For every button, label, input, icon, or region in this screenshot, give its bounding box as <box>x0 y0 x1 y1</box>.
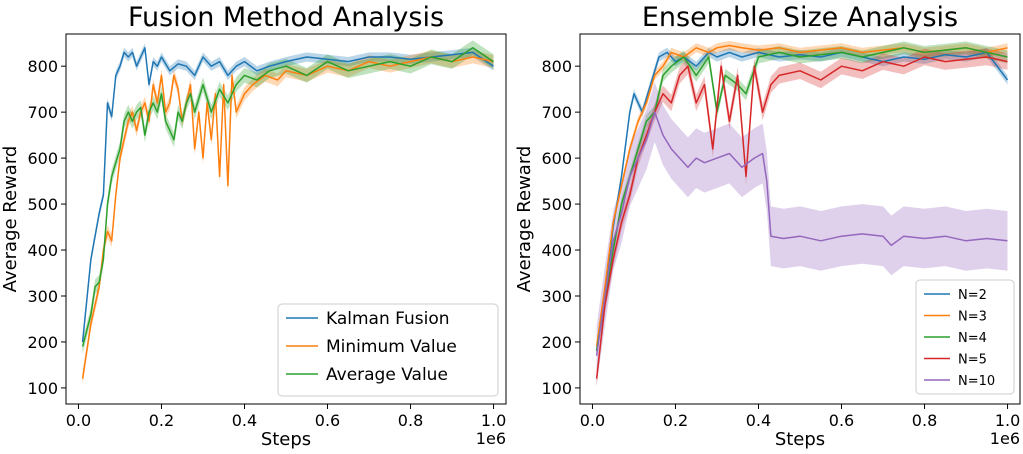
y-tick-label: 400 <box>27 241 58 260</box>
x-tick-label: 0.2 <box>663 411 688 430</box>
y-tick-label: 300 <box>541 287 572 306</box>
series-line-n-4 <box>595 47 1008 352</box>
x-tick-label: 1.0 <box>481 411 506 430</box>
y-tick-label: 500 <box>27 195 58 214</box>
legend: N=2 N=3 N=4 N=5 N=10 <box>915 279 1015 395</box>
x-axis-multiplier: 1e6 <box>476 429 506 448</box>
series-line-n-5 <box>595 56 1008 379</box>
x-tick-label: 0.6 <box>829 411 854 430</box>
legend-box <box>915 279 1015 395</box>
legend-label: Minimum Value <box>326 337 457 357</box>
y-axis-label: Average Reward <box>0 146 21 293</box>
chart-ensemble-size: Ensemble Size Analysis 0.0 0.2 0.4 0.6 0.8 1.… <box>514 2 1021 450</box>
confidence-bands <box>596 40 1008 387</box>
y-tick-label: 800 <box>541 57 572 76</box>
x-tick-label: 0.8 <box>912 411 937 430</box>
chart-title: Ensemble Size Analysis <box>642 2 958 33</box>
y-tick-label: 100 <box>541 379 572 398</box>
y-tick-label: 700 <box>27 103 58 122</box>
legend-label: N=5 <box>958 353 987 368</box>
legend-label: Average Value <box>326 365 448 385</box>
legend-label: N=10 <box>958 374 995 389</box>
y-tick-label: 200 <box>541 333 572 352</box>
series-lines <box>81 47 494 379</box>
y-tick-label: 400 <box>541 241 572 260</box>
y-axis: 100 200 300 400 500 600 700 800 <box>27 57 66 398</box>
x-tick-label: 0.2 <box>149 411 174 430</box>
y-tick-label: 300 <box>27 287 58 306</box>
series-line-kalman-fusion <box>81 47 494 343</box>
series-line-average-value <box>81 47 494 347</box>
legend-label: N=2 <box>958 288 987 303</box>
series-line-n-2 <box>595 51 1009 352</box>
plot-frame <box>579 33 1021 405</box>
chart-title: Fusion Method Analysis <box>128 2 444 33</box>
y-tick-label: 600 <box>541 149 572 168</box>
series-line-n-10 <box>595 111 1008 356</box>
x-axis: 0.0 0.2 0.4 0.6 0.8 1.0 <box>580 404 1020 430</box>
x-tick-label: 0.8 <box>398 411 423 430</box>
legend-label: N=3 <box>958 310 987 325</box>
y-tick-label: 700 <box>541 103 572 122</box>
band-n-10 <box>596 82 1008 386</box>
band-kalman-fusion <box>82 43 494 347</box>
x-axis-label: Steps <box>261 429 311 450</box>
legend-label: Kalman Fusion <box>326 309 450 329</box>
y-tick-label: 100 <box>27 379 58 398</box>
x-tick-label: 0.0 <box>580 411 605 430</box>
y-axis-label: Average Reward <box>514 146 535 293</box>
x-tick-label: 0.0 <box>66 411 91 430</box>
y-tick-label: 800 <box>27 57 58 76</box>
x-axis: 0.0 0.2 0.4 0.6 0.8 1.0 <box>66 404 506 430</box>
chart-fusion-method: Fusion Method Analysis 0.0 0.2 0.4 0.6 0.8 1.… <box>0 2 507 450</box>
x-tick-label: 0.6 <box>315 411 340 430</box>
legend-label: N=4 <box>958 331 987 346</box>
y-tick-label: 500 <box>541 195 572 214</box>
legend: Kalman Fusion Minimum Value Average Value <box>277 303 499 397</box>
x-tick-label: 0.4 <box>232 411 257 430</box>
x-tick-label: 1.0 <box>995 411 1020 430</box>
y-axis: 100 200 300 400 500 600 700 800 <box>541 57 580 398</box>
x-axis-label: Steps <box>775 429 825 450</box>
x-axis-multiplier: 1e6 <box>990 429 1020 448</box>
y-tick-label: 600 <box>27 149 58 168</box>
series-line-minimum-value <box>81 56 494 379</box>
plot-frame <box>65 33 507 405</box>
y-tick-label: 200 <box>27 333 58 352</box>
series-lines <box>595 44 1009 379</box>
legend-box <box>277 303 499 397</box>
x-tick-label: 0.4 <box>746 411 771 430</box>
